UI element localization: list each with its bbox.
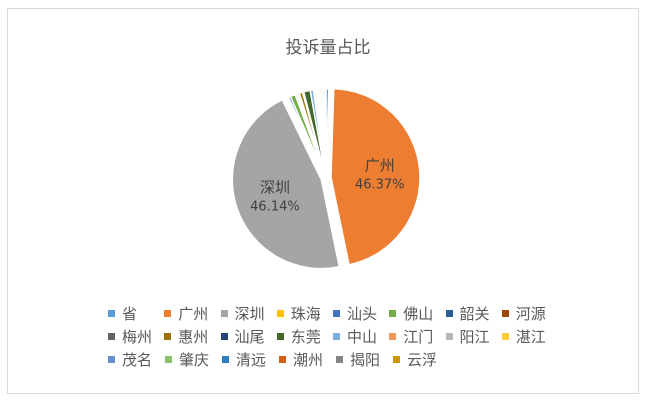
- legend-swatch: [445, 333, 453, 340]
- legend-swatch: [389, 310, 397, 317]
- legend-swatch: [333, 310, 340, 317]
- legend-item: 佛山: [389, 303, 445, 324]
- slice-label-广州: 广州: [365, 156, 395, 174]
- legend-label: 佛山: [403, 305, 434, 323]
- legend-swatch: [279, 356, 286, 363]
- legend-label: 湛江: [515, 328, 546, 346]
- legend-swatch: [164, 333, 172, 340]
- legend-label: 珠海: [290, 305, 321, 323]
- legend-swatch: [276, 333, 284, 340]
- legend-label: 省: [122, 305, 138, 323]
- chart-title: 投诉量占比: [285, 38, 371, 58]
- legend-swatch: [336, 356, 343, 363]
- legend-label: 潮州: [293, 351, 324, 369]
- legend-swatch: [108, 333, 115, 340]
- legend-row: 梅州 惠州 汕尾 东莞 中山 江门 阳江 湛江: [108, 325, 558, 348]
- legend-item: 深圳: [220, 303, 277, 324]
- pie-slice-云浮: [324, 88, 327, 179]
- legend-item: 广州: [164, 303, 220, 324]
- legend: 省 广州 深圳 珠海 汕头 佛山 韶关 河源梅州 惠州 汕尾 东莞 中山 江门 阳江 湛江茂名 肇庆 清远 潮州 揭…: [108, 302, 558, 371]
- legend-swatch: [222, 356, 229, 363]
- legend-label: 揭阳: [350, 351, 381, 369]
- legend-label: 茂名: [122, 351, 153, 369]
- slice-value-广州: 46.37%: [355, 177, 405, 192]
- legend-swatch: [501, 333, 509, 340]
- pie-slice-广州: [330, 87, 421, 266]
- legend-item: 潮州: [279, 349, 336, 370]
- legend-item: 云浮: [393, 349, 450, 370]
- legend-item: 韶关: [445, 303, 502, 324]
- legend-swatch: [276, 310, 284, 317]
- legend-label: 云浮: [407, 351, 438, 369]
- legend-swatch: [165, 356, 172, 363]
- legend-item: 湛江: [501, 326, 558, 347]
- legend-label: 深圳: [234, 305, 265, 323]
- legend-label: 阳江: [459, 328, 490, 346]
- legend-row: 茂名 肇庆 清远 潮州 揭阳 云浮: [108, 348, 558, 371]
- legend-item: 中山: [333, 326, 389, 347]
- legend-label: 清远: [236, 351, 267, 369]
- legend-item: 汕头: [333, 303, 389, 324]
- legend-item: 梅州: [108, 326, 164, 347]
- legend-item: 肇庆: [165, 349, 222, 370]
- legend-swatch: [108, 310, 115, 317]
- slice-label-深圳: 深圳: [260, 178, 290, 196]
- legend-item: 惠州: [164, 326, 220, 347]
- legend-item: 东莞: [276, 326, 333, 347]
- legend-item: 揭阳: [336, 349, 393, 370]
- legend-item: 阳江: [445, 326, 502, 347]
- legend-swatch: [108, 356, 115, 363]
- legend-swatch: [220, 310, 228, 317]
- legend-label: 东莞: [290, 328, 321, 346]
- legend-label: 惠州: [178, 328, 209, 346]
- legend-label: 肇庆: [179, 351, 210, 369]
- legend-swatch: [164, 310, 172, 317]
- legend-item: 茂名: [108, 349, 165, 370]
- legend-item: 省: [108, 303, 164, 324]
- legend-label: 汕尾: [234, 328, 265, 346]
- legend-swatch: [501, 310, 509, 317]
- legend-item: 江门: [389, 326, 445, 347]
- legend-label: 河源: [515, 305, 546, 323]
- legend-swatch: [393, 356, 400, 363]
- slice-value-深圳: 46.14%: [250, 199, 300, 214]
- legend-item: 汕尾: [220, 326, 277, 347]
- legend-label: 中山: [347, 328, 378, 346]
- legend-row: 省 广州 深圳 珠海 汕头 佛山 韶关 河源: [108, 302, 558, 325]
- pie-slice-深圳: [231, 98, 341, 270]
- legend-label: 江门: [403, 328, 434, 346]
- legend-swatch: [220, 333, 228, 340]
- legend-item: 河源: [501, 303, 558, 324]
- legend-item: 清远: [222, 349, 279, 370]
- legend-label: 广州: [178, 305, 209, 323]
- legend-swatch: [333, 333, 340, 340]
- legend-item: 珠海: [276, 303, 333, 324]
- legend-label: 梅州: [122, 328, 153, 346]
- legend-swatch: [445, 310, 453, 317]
- legend-swatch: [389, 333, 397, 340]
- legend-label: 韶关: [459, 305, 490, 323]
- legend-label: 汕头: [347, 305, 378, 323]
